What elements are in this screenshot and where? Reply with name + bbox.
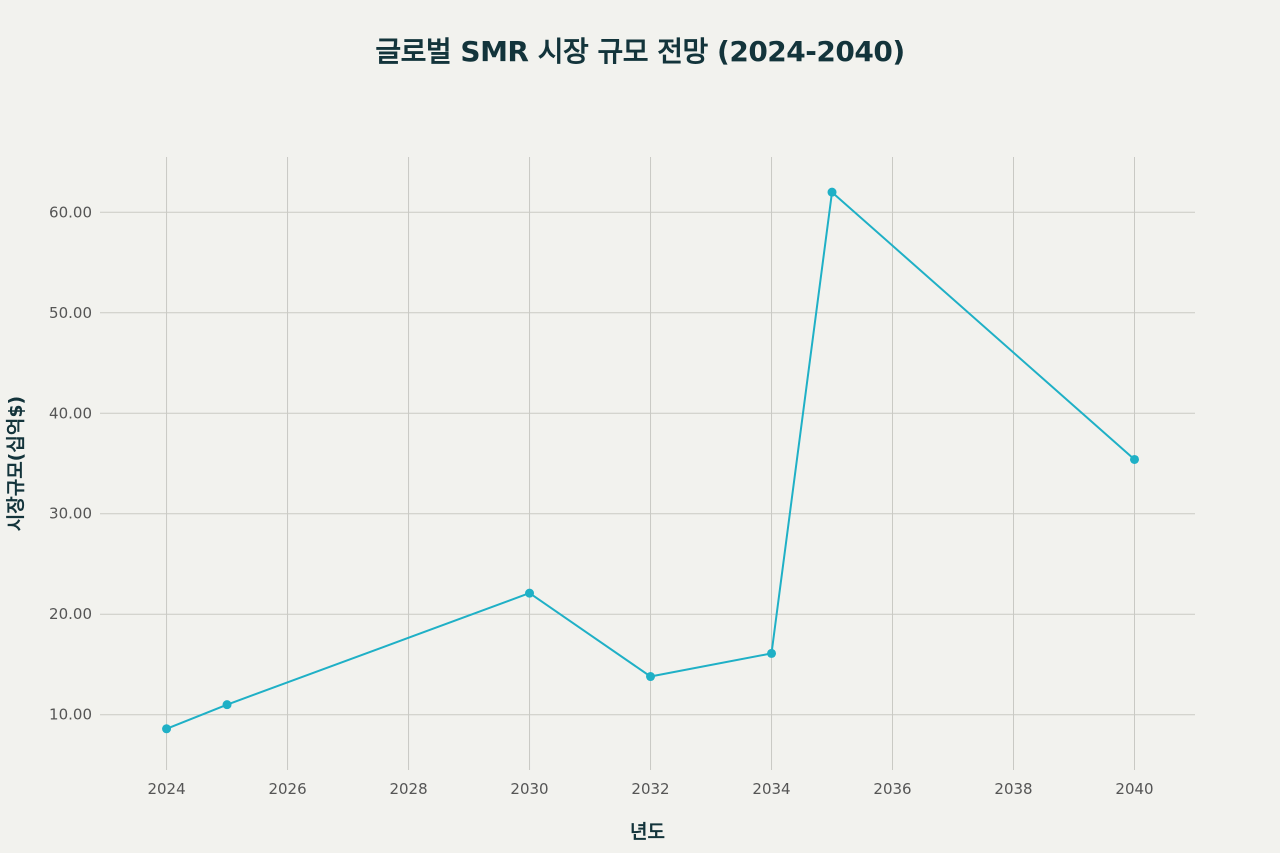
data-point (827, 187, 837, 197)
chart-title: 글로벌 SMR 시장 규모 전망 (2024-2040) (375, 35, 905, 68)
y-tick-label: 50.00 (49, 304, 92, 322)
data-point (525, 588, 535, 598)
y-tick-label: 30.00 (49, 505, 92, 523)
x-tick-label: 2038 (994, 780, 1032, 798)
x-tick-label: 2030 (510, 780, 548, 798)
series (162, 187, 1140, 734)
x-tick-label: 2036 (873, 780, 911, 798)
data-point (222, 700, 232, 710)
x-tick-label: 2024 (147, 780, 185, 798)
y-tick-label: 40.00 (49, 404, 92, 422)
data-point (767, 648, 777, 658)
grid (100, 157, 1195, 770)
x-axis-title: 년도 (630, 821, 665, 843)
data-point (1130, 454, 1140, 464)
x-tick-label: 2040 (1115, 780, 1153, 798)
x-tick-label: 2032 (631, 780, 669, 798)
data-point (646, 672, 656, 682)
x-tick-label: 2026 (268, 780, 306, 798)
x-tick-label: 2034 (752, 780, 790, 798)
y-tick-label: 10.00 (49, 706, 92, 724)
y-axis-title: 시장규모(십억$) (5, 396, 27, 531)
y-tick-label: 60.00 (49, 203, 92, 221)
y-tick-label: 20.00 (49, 605, 92, 623)
data-point (162, 724, 172, 734)
axis-ticks: 2024 2026 2028 2030 2032 2034 2036 2038 2040 10.0… (49, 203, 1154, 798)
x-tick-label: 2028 (389, 780, 427, 798)
